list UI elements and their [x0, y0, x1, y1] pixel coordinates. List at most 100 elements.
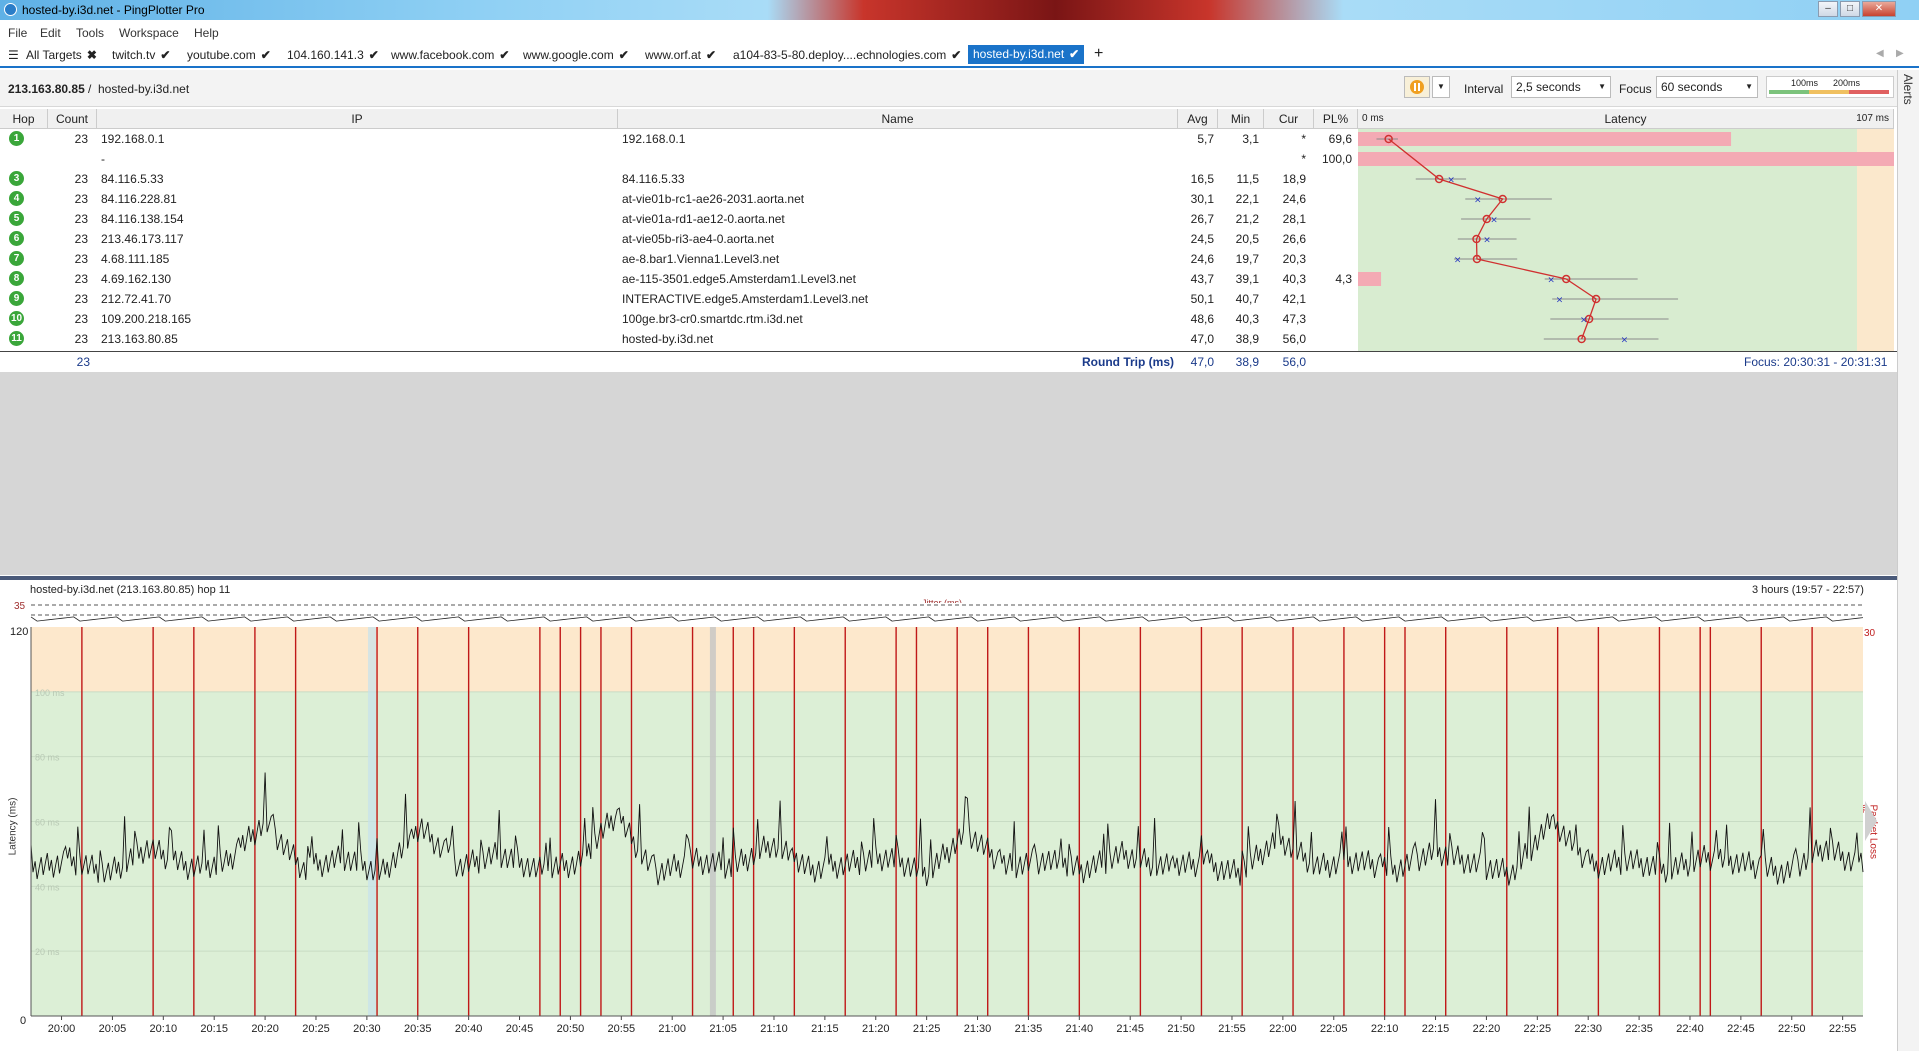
menu-bar: File Edit Tools Workspace Help — [0, 22, 1919, 42]
roundtrip-cur: 56,0 — [1282, 355, 1306, 369]
hop-cur: 26,6 — [1282, 232, 1306, 246]
col-pl[interactable]: PL% — [1314, 109, 1358, 129]
packet-loss-bar — [1358, 132, 1732, 146]
hop-badge: 1 — [9, 131, 24, 146]
pane-splitter[interactable] — [0, 576, 1897, 580]
hop-avg: 24,6 — [1190, 252, 1214, 266]
close-icon[interactable]: ✖ — [86, 48, 97, 62]
col-min[interactable]: Min — [1218, 109, 1264, 129]
hop-pl: 100,0 — [1321, 152, 1352, 166]
hop-avg: 24,5 — [1190, 232, 1214, 246]
hop-ip: 212.72.41.70 — [101, 292, 172, 306]
table-row[interactable]: 3 23 84.116.5.33 84.116.5.33 16,5 11,5 18,9 — [0, 169, 1358, 189]
tab-facebook[interactable]: www.facebook.com ✔ — [391, 48, 509, 62]
roundtrip-min: 38,9 — [1235, 355, 1259, 369]
maximize-icon[interactable]: □ — [1840, 1, 1860, 17]
tab-akamai[interactable]: a104-83-5-80.deploy....echnologies.com ✔ — [733, 48, 961, 62]
check-icon[interactable]: ✔ — [368, 48, 379, 62]
col-count[interactable]: Count — [48, 109, 97, 129]
x-tick-label: 21:30 — [964, 1023, 992, 1035]
add-tab-button[interactable]: + — [1094, 45, 1104, 62]
col-latency[interactable]: 0 ms Latency 107 ms — [1358, 109, 1894, 129]
check-icon[interactable]: ✔ — [951, 48, 962, 62]
tab-twitch[interactable]: twitch.tv ✔ — [112, 48, 170, 62]
target-tab-bar: ☰ All Targets ✖ twitch.tv ✔ youtube.com ✔ 1… — [0, 45, 1919, 68]
table-row[interactable]: 6 23 213.46.173.117 at-vie05b-ri3-ae4-0.aor… — [0, 229, 1358, 249]
minimize-icon[interactable]: – — [1818, 1, 1838, 17]
check-icon[interactable]: ✔ — [160, 48, 171, 62]
x-tick-label: 21:25 — [913, 1023, 941, 1035]
check-icon[interactable]: ✔ — [706, 48, 717, 62]
tab-label: www.orf.at — [645, 48, 702, 62]
table-row[interactable]: - * 100,0 — [0, 149, 1358, 169]
focus-select[interactable]: 60 seconds ▼ — [1656, 76, 1758, 98]
timeline-scroll-right-icon[interactable] — [1865, 801, 1877, 841]
tab-scroll-right-icon[interactable]: ▶ — [1896, 48, 1904, 59]
check-icon[interactable]: ✔ — [618, 48, 629, 62]
hamburger-icon[interactable]: ☰ — [8, 48, 19, 62]
focus-range: Focus: 20:30:31 - 20:31:31 — [1744, 355, 1888, 369]
table-row[interactable]: 1 23 192.168.0.1 192.168.0.1 5,7 3,1 * 69,6 — [0, 129, 1358, 149]
hop-name: ae-8.bar1.Vienna1.Level3.net — [622, 252, 780, 266]
col-name[interactable]: Name — [618, 109, 1178, 129]
check-icon[interactable]: ✔ — [499, 48, 510, 62]
tab-youtube[interactable]: youtube.com ✔ — [187, 48, 271, 62]
tab-all-targets[interactable]: All Targets ✖ — [26, 48, 97, 62]
timeline-chart[interactable]: 100 ms 80 ms 60 ms 40 ms 20 ms 20:00 20:05 20:1… — [0, 581, 1897, 1051]
table-row[interactable]: 9 23 212.72.41.70 INTERACTIVE.edge5.Amsterd… — [0, 289, 1358, 309]
tab-label: www.facebook.com — [391, 48, 495, 62]
gridline-label: 40 ms — [35, 882, 60, 892]
normal-latency-zone — [31, 691, 1863, 1016]
check-icon[interactable]: ✔ — [1069, 47, 1080, 61]
table-row[interactable]: 11 23 213.163.80.85 hosted-by.i3d.net 47,0 38… — [0, 329, 1358, 349]
timeline-range: 3 hours (19:57 - 22:57) — [1752, 584, 1864, 596]
tab-orf[interactable]: www.orf.at ✔ — [645, 48, 716, 62]
check-icon[interactable]: ✔ — [260, 48, 271, 62]
tab-scroll-left-icon[interactable]: ◀ — [1876, 48, 1884, 59]
focus-selection[interactable] — [367, 627, 376, 1016]
menu-edit[interactable]: Edit — [40, 26, 61, 40]
hop-pl: 69,6 — [1328, 132, 1352, 146]
avg-latency-point — [1561, 274, 1571, 284]
hop-badge: 4 — [9, 191, 24, 206]
x-tick-label: 21:20 — [862, 1023, 890, 1035]
tab-google[interactable]: www.google.com ✔ — [523, 48, 629, 62]
close-icon[interactable]: ✕ — [1862, 1, 1896, 17]
alerts-side-tab[interactable]: Alerts — [1897, 70, 1919, 1051]
tab-hosted-by-i3d[interactable]: hosted-by.i3d.net ✔ — [968, 45, 1085, 64]
col-ip[interactable]: IP — [97, 109, 618, 129]
focus-label: Focus — [1619, 82, 1652, 96]
hop-cur: * — [1301, 152, 1306, 166]
table-row[interactable]: 5 23 84.116.138.154 at-vie01a-rd1-ae12-0.ao… — [0, 209, 1358, 229]
avg-latency-point — [1591, 294, 1601, 304]
hop-min: 21,2 — [1235, 212, 1259, 226]
hop-name: 100ge.br3-cr0.smartdc.rtm.i3d.net — [622, 312, 803, 326]
hop-name: INTERACTIVE.edge5.Amsterdam1.Level3.net — [622, 292, 869, 306]
table-row[interactable]: 8 23 4.69.162.130 ae-115-3501.edge5.Amsterd… — [0, 269, 1358, 289]
high-latency-zone — [31, 627, 1863, 692]
latency-series-line — [30, 772, 1864, 887]
selection-marker[interactable] — [709, 627, 716, 1016]
hop-min: 40,7 — [1235, 292, 1259, 306]
latency-hop-graph: ××××××××× — [1358, 132, 1894, 346]
menu-help[interactable]: Help — [194, 26, 219, 40]
col-hop[interactable]: Hop — [0, 109, 48, 129]
menu-workspace[interactable]: Workspace — [119, 26, 179, 40]
gridline-label: 20 ms — [35, 947, 60, 957]
col-cur[interactable]: Cur — [1264, 109, 1314, 129]
table-row[interactable]: 7 23 4.68.111.185 ae-8.bar1.Vienna1.Level3.… — [0, 249, 1358, 269]
interval-select[interactable]: 2,5 seconds ▼ — [1511, 76, 1611, 98]
current-latency-mark: × — [1447, 176, 1455, 186]
col-avg[interactable]: Avg — [1178, 109, 1218, 129]
tab-104-160-141-3[interactable]: 104.160.141.3 ✔ — [287, 48, 379, 62]
tab-label: 104.160.141.3 — [287, 48, 364, 62]
menu-file[interactable]: File — [8, 26, 28, 40]
x-tick-label: 20:45 — [506, 1023, 534, 1035]
table-row[interactable]: 4 23 84.116.228.81 at-vie01b-rc1-ae26-2031.… — [0, 189, 1358, 209]
pause-dropdown-icon[interactable]: ▼ — [1432, 76, 1450, 98]
latency-scale-legend[interactable]: 100ms 200ms — [1766, 76, 1894, 98]
table-row[interactable]: 10 23 109.200.218.165 100ge.br3-cr0.smartdc… — [0, 309, 1358, 329]
pause-button[interactable] — [1404, 76, 1430, 98]
menu-tools[interactable]: Tools — [76, 26, 105, 40]
hop-avg: 16,5 — [1190, 172, 1214, 186]
